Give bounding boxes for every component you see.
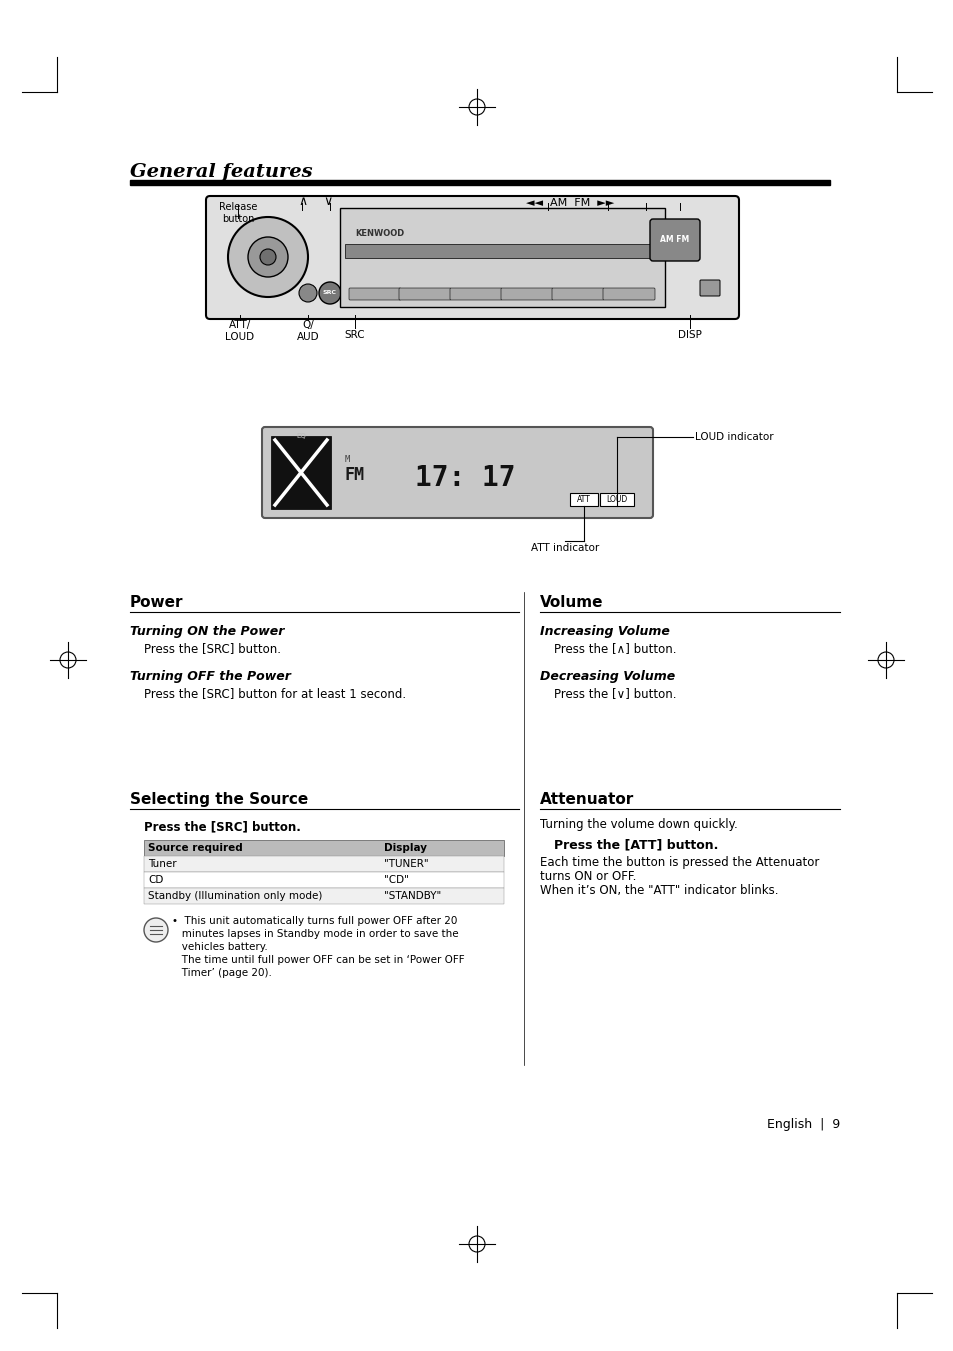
Bar	[144, 871, 503, 888]
Text: SRC: SRC	[344, 330, 365, 340]
Text: Press the [∧] button.: Press the [∧] button.	[554, 642, 676, 655]
Text: Timer’ (page 20).: Timer’ (page 20).	[172, 969, 272, 978]
Bar	[569, 493, 598, 507]
Text: "CD": "CD"	[384, 875, 409, 885]
Circle shape	[260, 249, 275, 265]
Text: CD: CD	[148, 875, 163, 885]
Bar	[144, 888, 503, 904]
Text: ATT indicator: ATT indicator	[530, 543, 598, 553]
Text: Attenuator: Attenuator	[539, 792, 634, 807]
Bar	[144, 840, 503, 857]
Text: FM: FM	[345, 466, 365, 484]
Bar	[130, 180, 829, 185]
Text: LOUD: LOUD	[606, 494, 627, 504]
Text: Selecting the Source: Selecting the Source	[130, 792, 308, 807]
Circle shape	[248, 236, 288, 277]
FancyBboxPatch shape	[450, 288, 501, 300]
Text: SRC: SRC	[323, 290, 336, 296]
Text: vehicles battery.: vehicles battery.	[172, 942, 268, 952]
Text: When it’s ON, the "ATT" indicator blinks.: When it’s ON, the "ATT" indicator blinks…	[539, 884, 778, 897]
Text: Turning OFF the Power: Turning OFF the Power	[130, 670, 291, 684]
FancyBboxPatch shape	[700, 280, 720, 296]
Text: General features: General features	[130, 163, 313, 181]
FancyBboxPatch shape	[500, 288, 553, 300]
Text: Release
button: Release button	[218, 203, 257, 224]
Text: Decreasing Volume: Decreasing Volume	[539, 670, 675, 684]
FancyBboxPatch shape	[552, 288, 603, 300]
Text: Press the [SRC] button.: Press the [SRC] button.	[144, 820, 300, 834]
Text: "TUNER": "TUNER"	[384, 859, 428, 869]
Text: Source required: Source required	[148, 843, 242, 852]
Text: KENWOOD: KENWOOD	[355, 228, 404, 238]
Text: minutes lapses in Standby mode in order to save the: minutes lapses in Standby mode in order …	[172, 929, 458, 939]
Circle shape	[298, 284, 316, 303]
Text: English  |  9: English | 9	[766, 1119, 840, 1131]
Text: The time until full power OFF can be set in ‘Power OFF: The time until full power OFF can be set…	[172, 955, 464, 965]
Bar	[599, 493, 634, 507]
FancyBboxPatch shape	[649, 219, 700, 261]
FancyBboxPatch shape	[398, 288, 451, 300]
Text: ATT: ATT	[577, 494, 590, 504]
Text: ∧    ∨: ∧ ∨	[298, 195, 333, 208]
Text: DISP: DISP	[678, 330, 701, 340]
Circle shape	[318, 282, 340, 304]
Text: EQ: EQ	[295, 434, 306, 439]
Text: 17: 17: 17: 17	[415, 463, 515, 492]
Text: turns ON or OFF.: turns ON or OFF.	[539, 870, 636, 884]
Text: Turning the volume down quickly.: Turning the volume down quickly.	[539, 817, 737, 831]
Text: ◄◄  AM  FM  ►►: ◄◄ AM FM ►►	[525, 199, 614, 208]
FancyBboxPatch shape	[206, 196, 739, 319]
Text: M: M	[345, 455, 350, 465]
Text: Press the [∨] button.: Press the [∨] button.	[554, 688, 676, 700]
Text: Press the [ATT] button.: Press the [ATT] button.	[554, 838, 718, 851]
Text: Press the [SRC] button for at least 1 second.: Press the [SRC] button for at least 1 se…	[144, 688, 406, 700]
Text: Q/
AUD: Q/ AUD	[296, 320, 319, 342]
Text: AM FM: AM FM	[659, 235, 689, 245]
Text: Each time the button is pressed the Attenuator: Each time the button is pressed the Atte…	[539, 857, 819, 869]
Bar	[144, 857, 503, 871]
Text: LOUD indicator: LOUD indicator	[695, 432, 773, 442]
Text: Tuner: Tuner	[148, 859, 176, 869]
Bar	[339, 208, 664, 307]
Text: Standby (Illumination only mode): Standby (Illumination only mode)	[148, 892, 322, 901]
FancyBboxPatch shape	[602, 288, 655, 300]
FancyBboxPatch shape	[262, 427, 652, 517]
Text: "STANDBY": "STANDBY"	[384, 892, 441, 901]
Text: •  This unit automatically turns full power OFF after 20: • This unit automatically turns full pow…	[172, 916, 456, 925]
Text: Power: Power	[130, 594, 183, 611]
Bar	[345, 245, 659, 258]
Text: Display: Display	[384, 843, 427, 852]
Text: Press the [SRC] button.: Press the [SRC] button.	[144, 642, 281, 655]
Circle shape	[228, 218, 308, 297]
Text: ATT/
LOUD: ATT/ LOUD	[225, 320, 254, 342]
Text: Turning ON the Power: Turning ON the Power	[130, 626, 284, 638]
Bar	[271, 436, 331, 509]
Text: Increasing Volume: Increasing Volume	[539, 626, 669, 638]
Circle shape	[144, 917, 168, 942]
Text: Volume: Volume	[539, 594, 603, 611]
FancyBboxPatch shape	[349, 288, 400, 300]
